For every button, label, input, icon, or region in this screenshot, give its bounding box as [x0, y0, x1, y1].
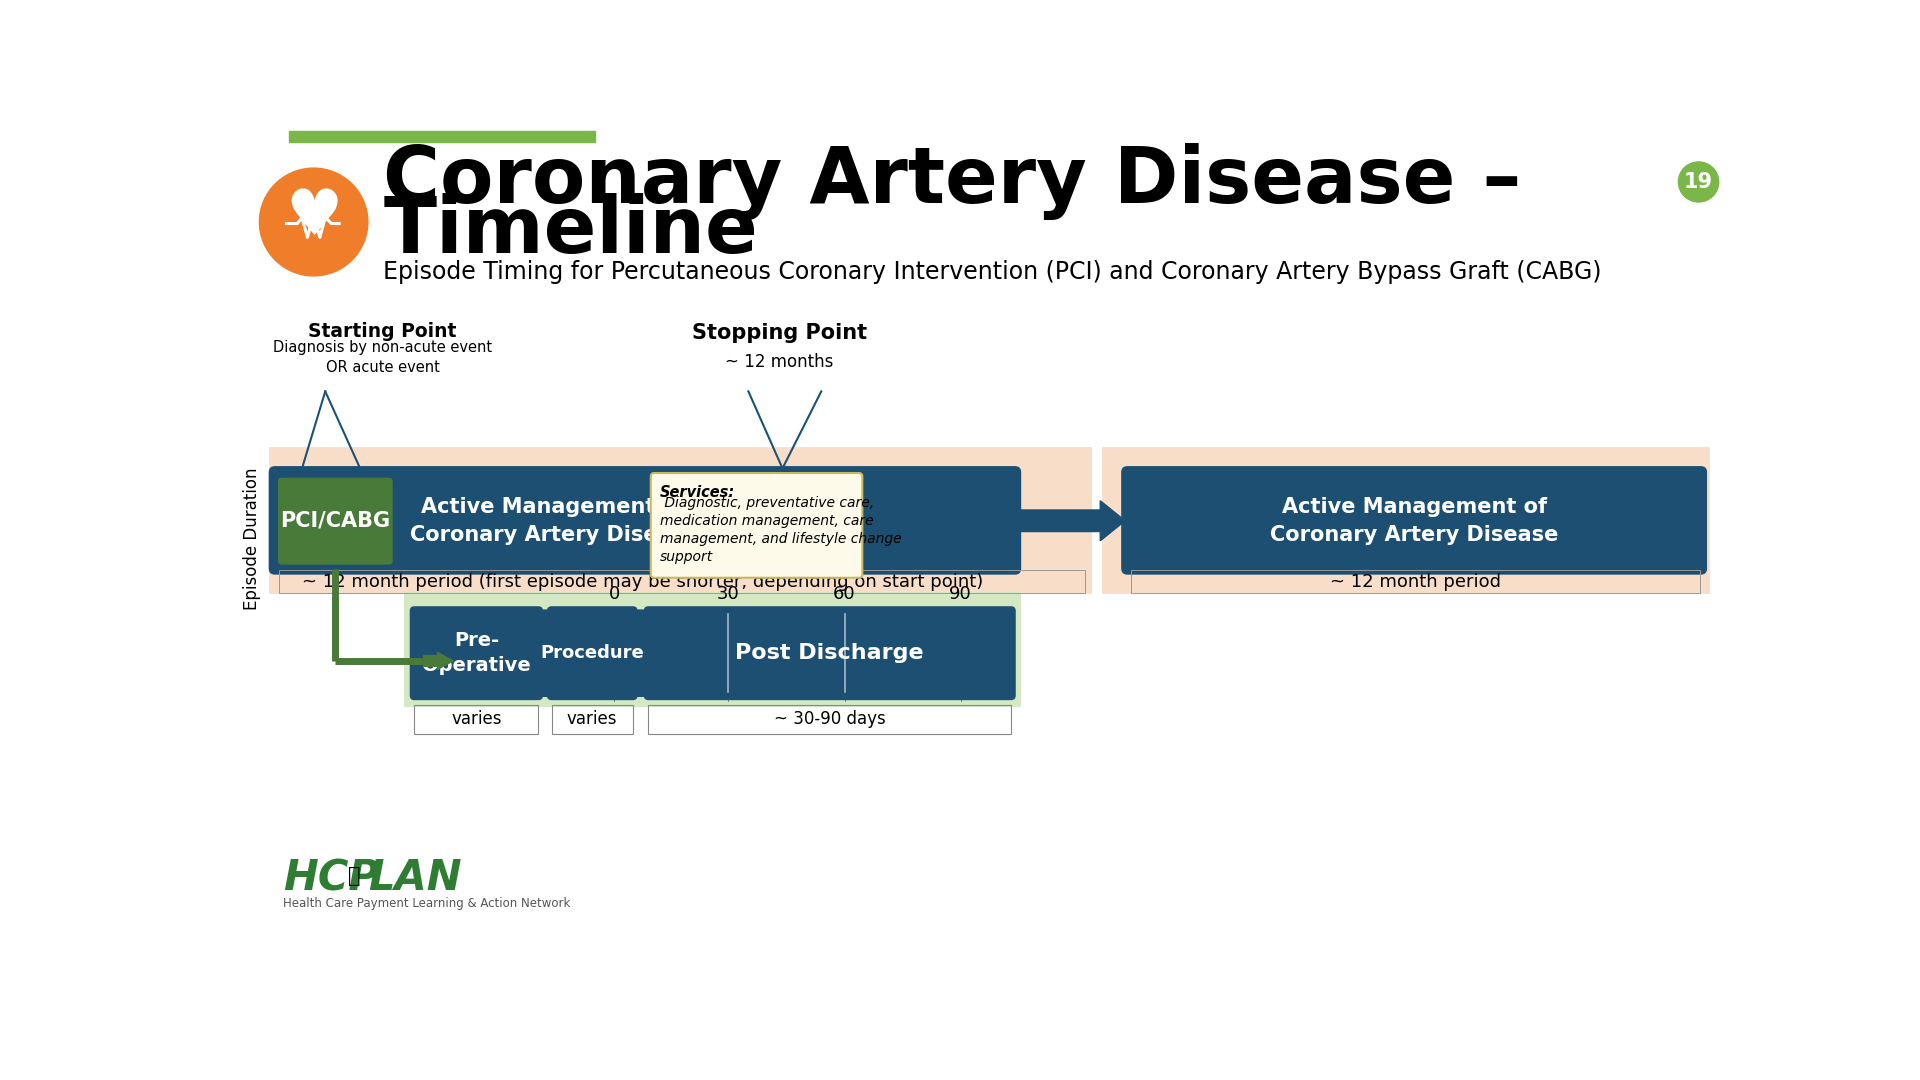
Text: HCP: HCP	[282, 858, 378, 899]
Text: Health Care Payment Learning & Action Network: Health Care Payment Learning & Action Ne…	[282, 897, 570, 910]
Bar	[1131, 570, 1699, 593]
FancyBboxPatch shape	[643, 606, 1016, 700]
Text: ♥: ♥	[284, 187, 342, 248]
Text: Active Management of
Coronary Artery Disease: Active Management of Coronary Artery Dis…	[409, 497, 699, 544]
Bar	[269, 447, 1091, 593]
Text: 0: 0	[609, 585, 620, 603]
Text: Coronary Artery Disease –: Coronary Artery Disease –	[384, 144, 1523, 220]
Text: ~ 12 months: ~ 12 months	[726, 353, 833, 372]
Text: 60: 60	[833, 585, 856, 603]
Circle shape	[259, 168, 369, 275]
Bar	[278, 570, 1085, 593]
Text: Episode Timing for Percutaneous Coronary Intervention (PCI) and Coronary Artery : Episode Timing for Percutaneous Coronary…	[384, 260, 1601, 284]
FancyBboxPatch shape	[409, 606, 543, 700]
Bar	[415, 705, 538, 734]
Text: Procedure: Procedure	[540, 644, 643, 662]
Bar	[1102, 447, 1709, 593]
FancyBboxPatch shape	[651, 473, 862, 578]
Circle shape	[1678, 162, 1718, 202]
Text: varies: varies	[566, 711, 618, 728]
Text: varies: varies	[451, 711, 501, 728]
FancyBboxPatch shape	[547, 606, 637, 700]
FancyArrow shape	[634, 610, 664, 697]
Bar	[288, 131, 595, 141]
Text: 19: 19	[1684, 172, 1713, 192]
Text: Pre-
Operative: Pre- Operative	[422, 631, 530, 675]
FancyArrow shape	[424, 652, 453, 670]
FancyBboxPatch shape	[1121, 467, 1707, 575]
Text: Services:: Services:	[660, 485, 735, 500]
Text: 🐾: 🐾	[348, 866, 361, 887]
Text: 90: 90	[948, 585, 972, 603]
Bar	[286, 300, 478, 391]
Text: Diagnostic, preventative care,
medication management, care
management, and lifes: Diagnostic, preventative care, medicatio…	[660, 496, 902, 564]
Text: ~ 30-90 days: ~ 30-90 days	[774, 711, 885, 728]
Bar	[405, 592, 1020, 705]
FancyBboxPatch shape	[278, 477, 394, 565]
Text: LAN: LAN	[369, 858, 461, 899]
Text: Timeline: Timeline	[384, 193, 758, 269]
FancyArrow shape	[1018, 501, 1125, 541]
Text: Diagnosis by non-acute event
OR acute event: Diagnosis by non-acute event OR acute ev…	[273, 340, 492, 375]
Text: Episode Duration: Episode Duration	[244, 468, 261, 610]
Text: ~ 12 month period: ~ 12 month period	[1331, 572, 1501, 591]
Text: 30: 30	[716, 585, 739, 603]
Text: ~ 12 month period (first episode may be shorter, depending on start point): ~ 12 month period (first episode may be …	[301, 572, 983, 591]
Text: Stopping Point: Stopping Point	[691, 323, 868, 342]
Bar	[678, 307, 881, 391]
Text: Active Management of
Coronary Artery Disease: Active Management of Coronary Artery Dis…	[1269, 497, 1559, 544]
Bar	[551, 705, 634, 734]
Text: Starting Point: Starting Point	[309, 322, 457, 341]
Bar	[649, 705, 1012, 734]
Text: PCI/CABG: PCI/CABG	[280, 511, 390, 530]
FancyBboxPatch shape	[269, 467, 1021, 575]
FancyArrow shape	[538, 610, 570, 697]
Text: Post Discharge: Post Discharge	[735, 644, 924, 663]
